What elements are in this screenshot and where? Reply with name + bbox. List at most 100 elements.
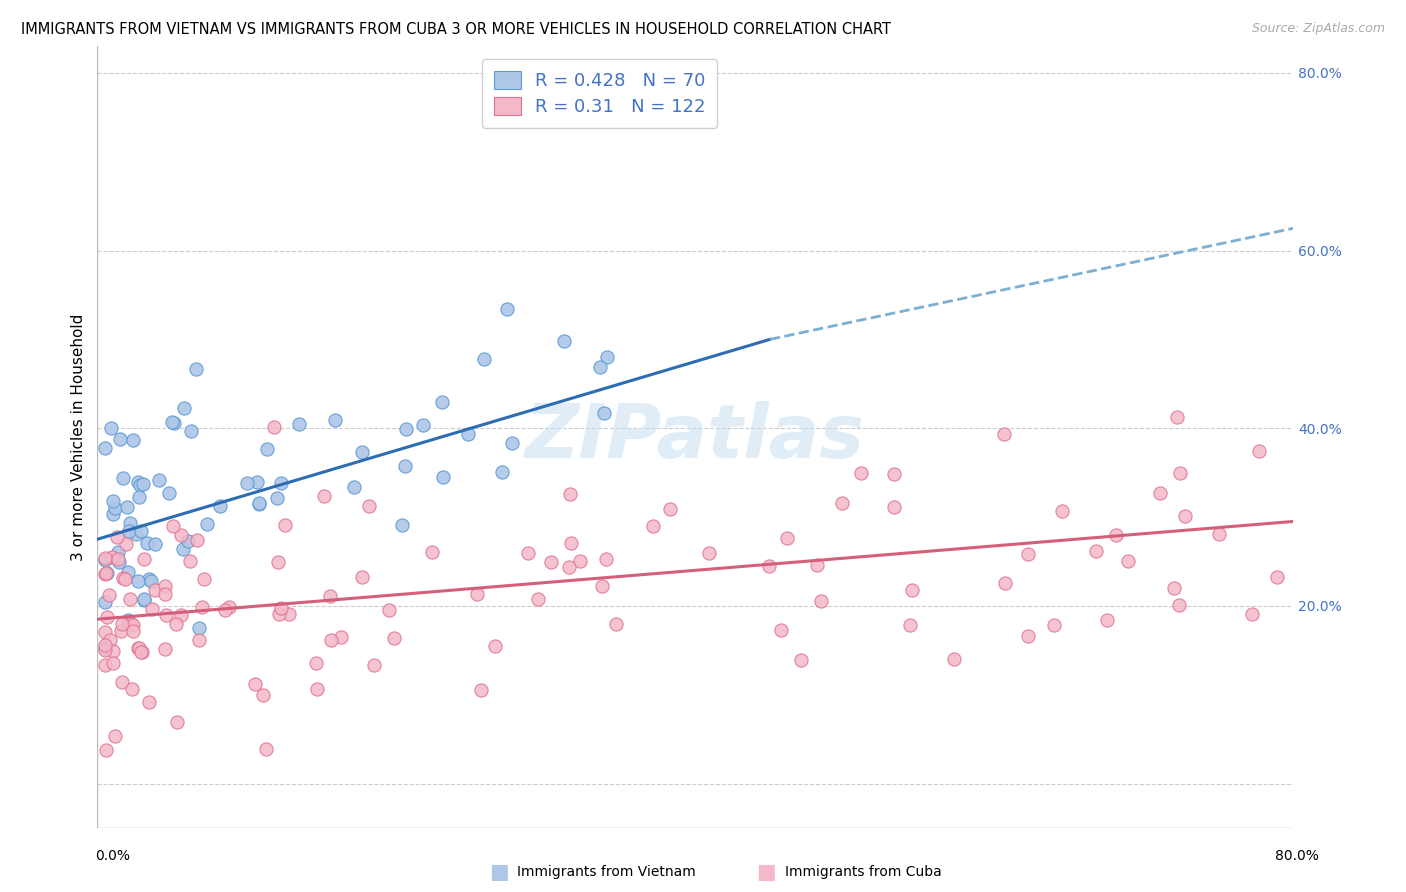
Point — [94, 643, 117, 657]
Point — [457, 426, 479, 441]
Point — [1105, 528, 1128, 542]
Point — [108, 432, 131, 446]
Point — [319, 590, 342, 604]
Point — [129, 524, 152, 538]
Point — [243, 677, 266, 691]
Point — [605, 617, 627, 632]
Point — [246, 475, 269, 490]
Point — [193, 573, 215, 587]
Point — [305, 657, 328, 671]
Point — [1208, 526, 1230, 541]
Point — [357, 499, 380, 513]
Text: ■: ■ — [489, 863, 509, 882]
Point — [790, 653, 813, 667]
Point — [101, 550, 124, 565]
Point — [266, 491, 288, 505]
Point — [596, 351, 619, 365]
Point — [111, 571, 134, 585]
Point — [378, 603, 401, 617]
Point — [195, 517, 218, 532]
Point — [330, 631, 353, 645]
Point — [96, 566, 118, 581]
Point — [179, 554, 201, 568]
Point — [173, 401, 195, 415]
Point — [118, 516, 141, 530]
Point — [177, 533, 200, 548]
Point — [312, 489, 335, 503]
Point — [517, 546, 540, 560]
Point — [699, 546, 721, 560]
Point — [432, 470, 454, 484]
Point — [128, 478, 150, 492]
Point — [103, 643, 125, 657]
Point — [363, 658, 385, 673]
Point — [484, 639, 506, 653]
Point — [110, 616, 132, 631]
Point — [125, 527, 148, 541]
Point — [496, 301, 519, 316]
Point — [501, 435, 523, 450]
Point — [472, 351, 495, 366]
Point — [1043, 618, 1066, 632]
Text: 80.0%: 80.0% — [1275, 849, 1319, 863]
Point — [1050, 504, 1073, 518]
Point — [121, 682, 143, 697]
Text: 0.0%: 0.0% — [96, 849, 131, 863]
Text: ZIPatlas: ZIPatlas — [526, 401, 865, 474]
Point — [942, 652, 965, 666]
Point — [352, 445, 374, 459]
Point — [592, 406, 614, 420]
Point — [139, 574, 162, 588]
Point — [153, 587, 176, 601]
Point — [188, 621, 211, 635]
Point — [470, 682, 492, 697]
Point — [1247, 444, 1270, 458]
Point — [432, 394, 454, 409]
Point — [595, 551, 617, 566]
Point — [94, 550, 117, 565]
Point — [467, 587, 489, 601]
Point — [188, 632, 211, 647]
Point — [1095, 613, 1118, 627]
Text: Immigrants from Vietnam: Immigrants from Vietnam — [517, 865, 696, 880]
Point — [769, 623, 792, 637]
Point — [208, 500, 231, 514]
Point — [132, 476, 155, 491]
Text: Immigrants from Cuba: Immigrants from Cuba — [785, 865, 941, 880]
Point — [270, 600, 292, 615]
Point — [898, 618, 921, 632]
Point — [849, 466, 872, 480]
Legend: R = 0.428   N = 70, R = 0.31   N = 122: R = 0.428 N = 70, R = 0.31 N = 122 — [482, 59, 717, 128]
Y-axis label: 3 or more Vehicles in Household: 3 or more Vehicles in Household — [72, 313, 86, 561]
Point — [166, 715, 188, 730]
Point — [901, 582, 924, 597]
Text: IMMIGRANTS FROM VIETNAM VS IMMIGRANTS FROM CUBA 3 OR MORE VEHICLES IN HOUSEHOLD : IMMIGRANTS FROM VIETNAM VS IMMIGRANTS FR… — [21, 22, 891, 37]
Point — [1017, 629, 1039, 643]
Point — [252, 688, 274, 702]
Point — [94, 625, 117, 640]
Point — [1085, 544, 1108, 558]
Point — [218, 600, 240, 615]
Point — [1240, 607, 1263, 622]
Point — [319, 633, 342, 648]
Point — [153, 642, 176, 657]
Point — [1149, 485, 1171, 500]
Point — [883, 500, 905, 514]
Point — [138, 572, 160, 586]
Point — [352, 570, 374, 584]
Point — [104, 501, 127, 516]
Point — [143, 536, 166, 550]
Point — [831, 496, 853, 510]
Point — [776, 532, 799, 546]
Point — [122, 617, 145, 632]
Point — [180, 424, 202, 438]
Point — [94, 441, 117, 455]
Point — [118, 524, 141, 538]
Point — [558, 559, 581, 574]
Point — [305, 682, 328, 697]
Point — [110, 674, 132, 689]
Point — [384, 631, 406, 645]
Point — [806, 558, 828, 572]
Point — [111, 470, 134, 484]
Text: ■: ■ — [756, 863, 776, 882]
